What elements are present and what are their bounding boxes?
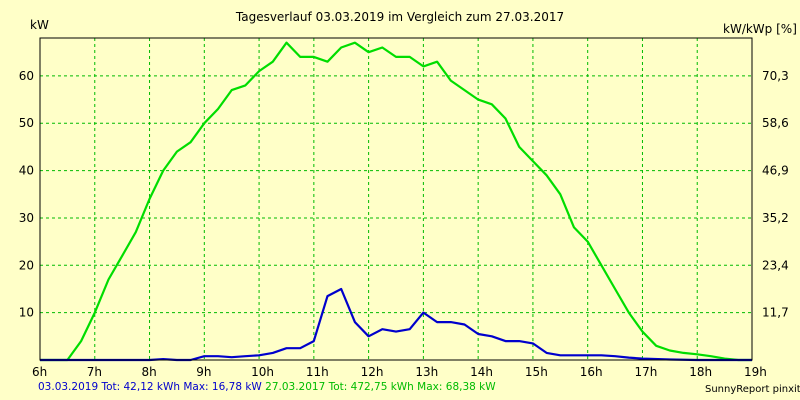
series-line-03-03-2019 bbox=[40, 287, 752, 362]
y-tick-label-left: 10 bbox=[19, 306, 34, 320]
x-tick-label: 13h bbox=[415, 365, 438, 379]
footer-series-green: 27.03.2017 Tot: 472,75 kWh Max: 68,38 kW bbox=[265, 381, 496, 393]
footer-credit: SunnyReport pinxit bbox=[705, 384, 800, 395]
x-tick-label: 14h bbox=[470, 365, 493, 379]
x-tick-label: 6h bbox=[32, 365, 47, 379]
y-tick-label-right: 58,6 bbox=[762, 116, 789, 130]
x-tick-label: 19h bbox=[744, 365, 767, 379]
footer-series-blue: 03.03.2019 Tot: 42,12 kWh Max: 16,78 kW bbox=[38, 381, 262, 393]
x-tick-label: 11h bbox=[306, 365, 329, 379]
x-tick-label: 16h bbox=[580, 365, 603, 379]
axes: 6h 7h 8h 9h 10h 11h 12h 13h 14h 15h 16h 17h 18h 19h 10… bbox=[19, 37, 789, 379]
y-tick-label-left: 30 bbox=[19, 211, 34, 225]
y-tick-label-right: 23,4 bbox=[762, 258, 789, 272]
x-tick-label: 18h bbox=[689, 365, 712, 379]
footer-summary: 03.03.2019 Tot: 42,12 kWh Max: 16,78 kW … bbox=[38, 381, 496, 393]
y-tick-label-right: 35,2 bbox=[762, 211, 789, 225]
y-tick-label-left: 40 bbox=[19, 164, 34, 178]
plot-frame bbox=[39, 37, 753, 361]
x-tick-label: 8h bbox=[142, 365, 157, 379]
y-tick-label-right: 11,7 bbox=[762, 306, 789, 320]
grid bbox=[40, 38, 752, 360]
y-tick-label-right: 46,9 bbox=[762, 164, 789, 178]
x-tick-label: 9h bbox=[196, 365, 211, 379]
x-tick-label: 10h bbox=[251, 365, 274, 379]
x-tick-label: 7h bbox=[87, 365, 102, 379]
x-tick-label: 15h bbox=[525, 365, 548, 379]
y-tick-label-left: 60 bbox=[19, 69, 34, 83]
x-tick-label: 12h bbox=[361, 365, 384, 379]
series-layer bbox=[40, 41, 752, 362]
y-axis-right-label: kW/kWp [%] bbox=[723, 22, 797, 36]
y-tick-label-left: 20 bbox=[19, 258, 34, 272]
y-tick-label-left: 50 bbox=[19, 116, 34, 130]
series-line-27-03-2017 bbox=[40, 41, 752, 362]
x-tick-label: 17h bbox=[634, 365, 657, 379]
y-tick-label-right: 70,3 bbox=[762, 69, 789, 83]
chart-title: Tagesverlauf 03.03.2019 im Vergleich zum… bbox=[235, 10, 565, 24]
y-axis-left-label: kW bbox=[30, 18, 49, 32]
